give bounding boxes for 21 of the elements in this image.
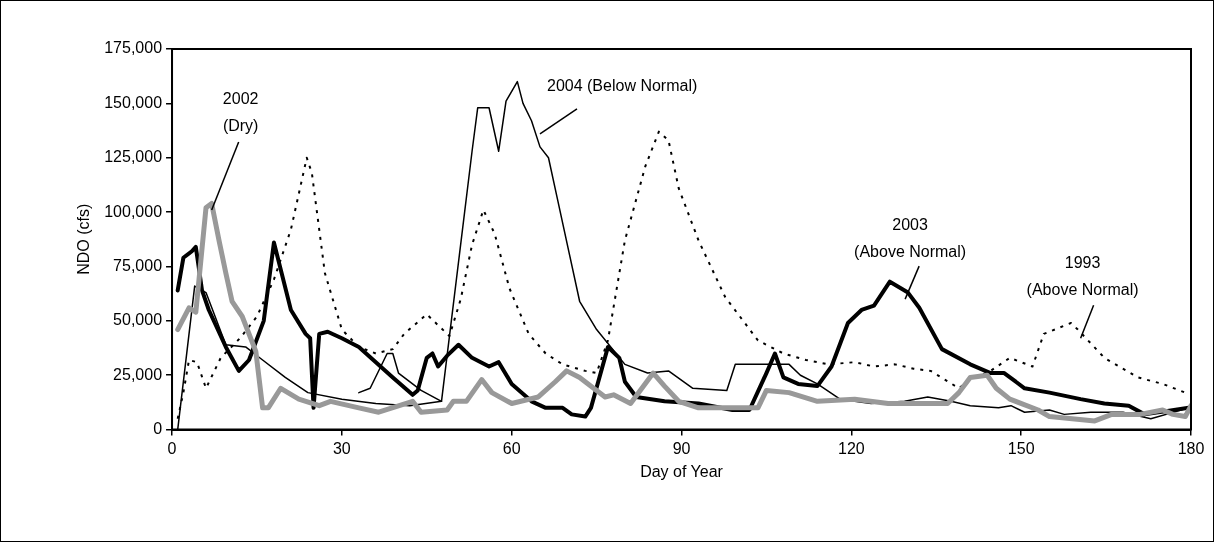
- x-tick-label: 180: [1177, 439, 1205, 457]
- y-tick-label: 50,000: [113, 311, 163, 329]
- x-tick-label: 30: [332, 439, 351, 457]
- annotation: 2004 (Below Normal): [547, 77, 698, 95]
- x-tick-label: 120: [837, 439, 865, 457]
- y-tick-label: 75,000: [113, 256, 163, 274]
- y-axis-title: NDO (cfs): [75, 203, 93, 275]
- annotation: 1993 (Above Normal): [1026, 253, 1139, 298]
- y-tick-label: 100,000: [104, 202, 163, 220]
- y-tick-label: 0: [153, 420, 163, 438]
- x-tick-label: 90: [672, 439, 691, 457]
- x-axis-title: Day of Year: [640, 462, 724, 480]
- x-tick-label: 150: [1007, 439, 1035, 457]
- y-tick-label: 175,000: [104, 39, 163, 57]
- y-tick-label: 25,000: [113, 365, 163, 383]
- annotation: 2002 (Dry): [222, 90, 259, 135]
- annotation: 2003 (Above Normal): [854, 215, 967, 260]
- x-tick-label: 0: [167, 439, 177, 457]
- y-tick-label: 150,000: [104, 93, 163, 111]
- y-tick-label: 125,000: [104, 148, 163, 166]
- x-tick-label: 60: [502, 439, 521, 457]
